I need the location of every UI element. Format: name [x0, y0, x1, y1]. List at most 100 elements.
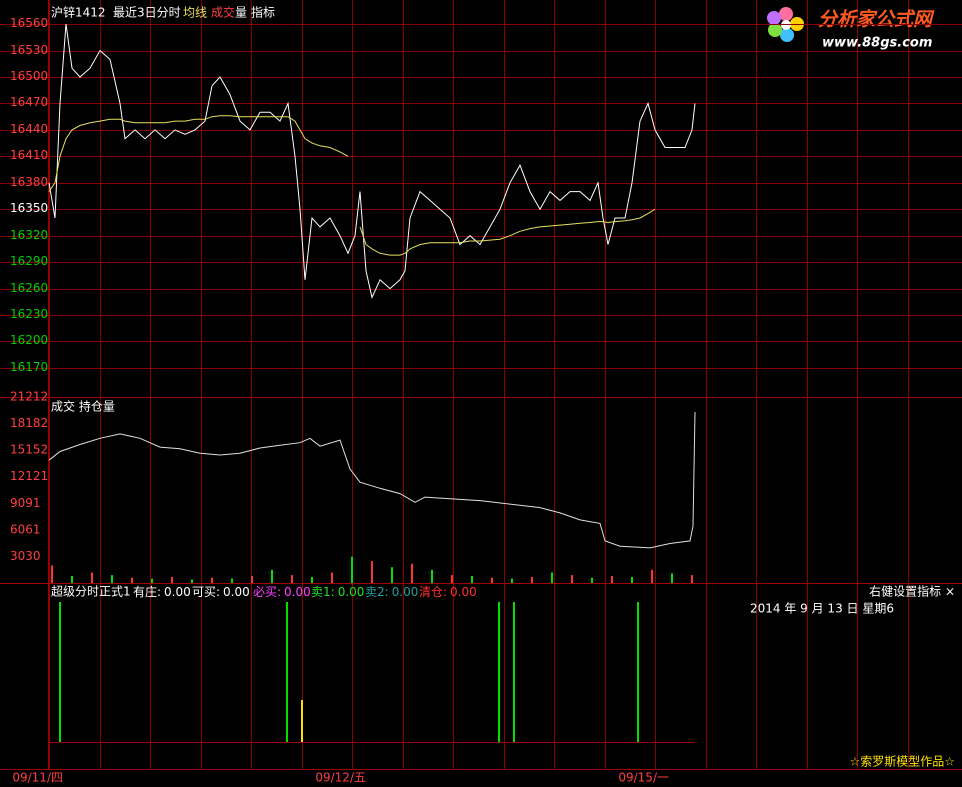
volume-bar — [531, 576, 533, 583]
indicator-name: 卖1: — [311, 585, 335, 599]
y-tick-label: 16200 — [10, 333, 48, 347]
panel-title: 超级分时正式1 — [51, 584, 131, 599]
indicator-bar — [513, 602, 515, 742]
symbol: 沪锌1412 — [51, 6, 106, 20]
open-interest-line — [48, 411, 696, 549]
indicator-item: 卖1: 0.00 — [311, 585, 364, 599]
ma-label: 均线 — [183, 6, 207, 20]
volume-bar — [71, 575, 73, 583]
volume-bar — [551, 572, 553, 583]
indicator-bar — [498, 602, 500, 742]
indicator-value: 0.00 — [450, 585, 477, 599]
volume-bar — [111, 575, 113, 583]
volume-bar — [311, 576, 313, 583]
y-tick-label: 16230 — [10, 307, 48, 321]
volume-bar — [171, 576, 173, 583]
indicator-bar — [286, 602, 288, 742]
volume-bar — [431, 569, 433, 583]
y-tick-label: 3030 — [10, 549, 41, 563]
indicator-label: 指标 — [251, 5, 275, 20]
volume-bar — [571, 575, 573, 583]
y-tick-label: 16410 — [10, 148, 48, 162]
indicator-value: 0.00 — [223, 585, 250, 599]
indicator-bar — [637, 602, 639, 742]
indicator-item: 有庄: 0.00 — [133, 584, 191, 599]
volume-bar — [651, 569, 653, 583]
volume-bar — [351, 556, 353, 583]
y-tick-label: 15152 — [10, 443, 48, 457]
volume-bar — [391, 567, 393, 583]
y-tick-label: 16500 — [10, 69, 48, 83]
indicator-value: 0.00 — [164, 585, 191, 599]
indicator-item: 可买: 0.00 — [192, 585, 250, 599]
volume-bar — [371, 561, 373, 583]
logo-title: 分析家公式网 — [818, 9, 935, 31]
volume-bar — [151, 578, 153, 583]
volume-bar — [611, 575, 613, 583]
y-tick-label: 21212 — [10, 390, 48, 404]
x-tick-label: 09/12/五 — [315, 771, 366, 785]
price-line — [48, 24, 696, 299]
volume-bar — [671, 573, 673, 583]
y-tick-label: 16170 — [10, 360, 48, 374]
date-label: 2014 年 9 月 13 日 星期6 — [750, 602, 894, 616]
indicator-bar — [59, 602, 61, 742]
y-tick-label: 16530 — [10, 43, 48, 57]
period: 最近3日分时 — [113, 6, 181, 20]
y-tick-label: 16320 — [10, 228, 48, 242]
y-tick-label: 16350 — [10, 201, 48, 215]
logo-url: www.88gs.com — [822, 36, 932, 51]
y-tick-label: 16260 — [10, 281, 48, 295]
indicator-name: 可买: — [192, 585, 220, 599]
indicator-bar — [301, 700, 303, 742]
y-tick-label: 16380 — [10, 175, 48, 189]
frame — [0, 0, 962, 770]
volume-bar — [451, 575, 453, 583]
volume-bar — [251, 575, 253, 583]
y-tick-label: 16560 — [10, 16, 48, 30]
volume-bar — [471, 575, 473, 583]
volume-bar — [491, 577, 493, 583]
volume-bar — [411, 563, 413, 583]
indicator-name: 必买: — [253, 585, 281, 599]
volume-bar — [51, 565, 53, 583]
volume-bar — [91, 572, 93, 583]
y-tick-label: 16440 — [10, 122, 48, 136]
average-line — [48, 115, 656, 256]
indicator-item: 清仓: 0.00 — [419, 585, 477, 599]
credit: ☆索罗斯模型作品☆ — [849, 755, 955, 769]
x-tick-label: 09/11/四 — [12, 771, 63, 785]
indicator-name: 有庄: — [133, 584, 161, 599]
indicator-value: 0.00 — [338, 585, 365, 599]
volume-bar — [291, 575, 293, 583]
volume-bar — [271, 569, 273, 583]
y-tick-label: 9091 — [10, 496, 41, 510]
volume-bar — [231, 578, 233, 583]
indicator-item: 必买: 0.00 — [253, 585, 311, 599]
y-tick-label: 6061 — [10, 522, 41, 536]
indicator-item: 卖2: 0.00 — [365, 585, 418, 599]
volume-bar — [331, 572, 333, 583]
volume-bar — [511, 578, 513, 583]
volume-bar — [691, 575, 693, 583]
indicator-value: 0.00 — [392, 585, 419, 599]
indicator-name: 清仓: — [419, 585, 447, 599]
x-tick-label: 09/15/一 — [618, 771, 669, 785]
volume-bar — [591, 577, 593, 583]
vgrid — [49, 0, 909, 770]
volume-bar — [631, 576, 633, 583]
y-tick-label: 18182 — [10, 416, 48, 430]
settings[interactable]: 右健设置指标 × — [869, 584, 955, 599]
vol-label-b: 量 — [235, 6, 247, 20]
panel-title: 成交 持仓量 — [51, 399, 115, 414]
y-tick-label: 16290 — [10, 254, 48, 268]
indicator-value: 0.00 — [284, 585, 311, 599]
y-tick-label: 16470 — [10, 95, 48, 109]
volume-bar — [131, 577, 133, 583]
volume-bar — [191, 579, 193, 583]
indicator-name: 卖2: — [365, 585, 389, 599]
volume-bar — [211, 577, 213, 583]
y-tick-label: 12121 — [10, 469, 48, 483]
vol-label: 成交 — [211, 5, 235, 20]
